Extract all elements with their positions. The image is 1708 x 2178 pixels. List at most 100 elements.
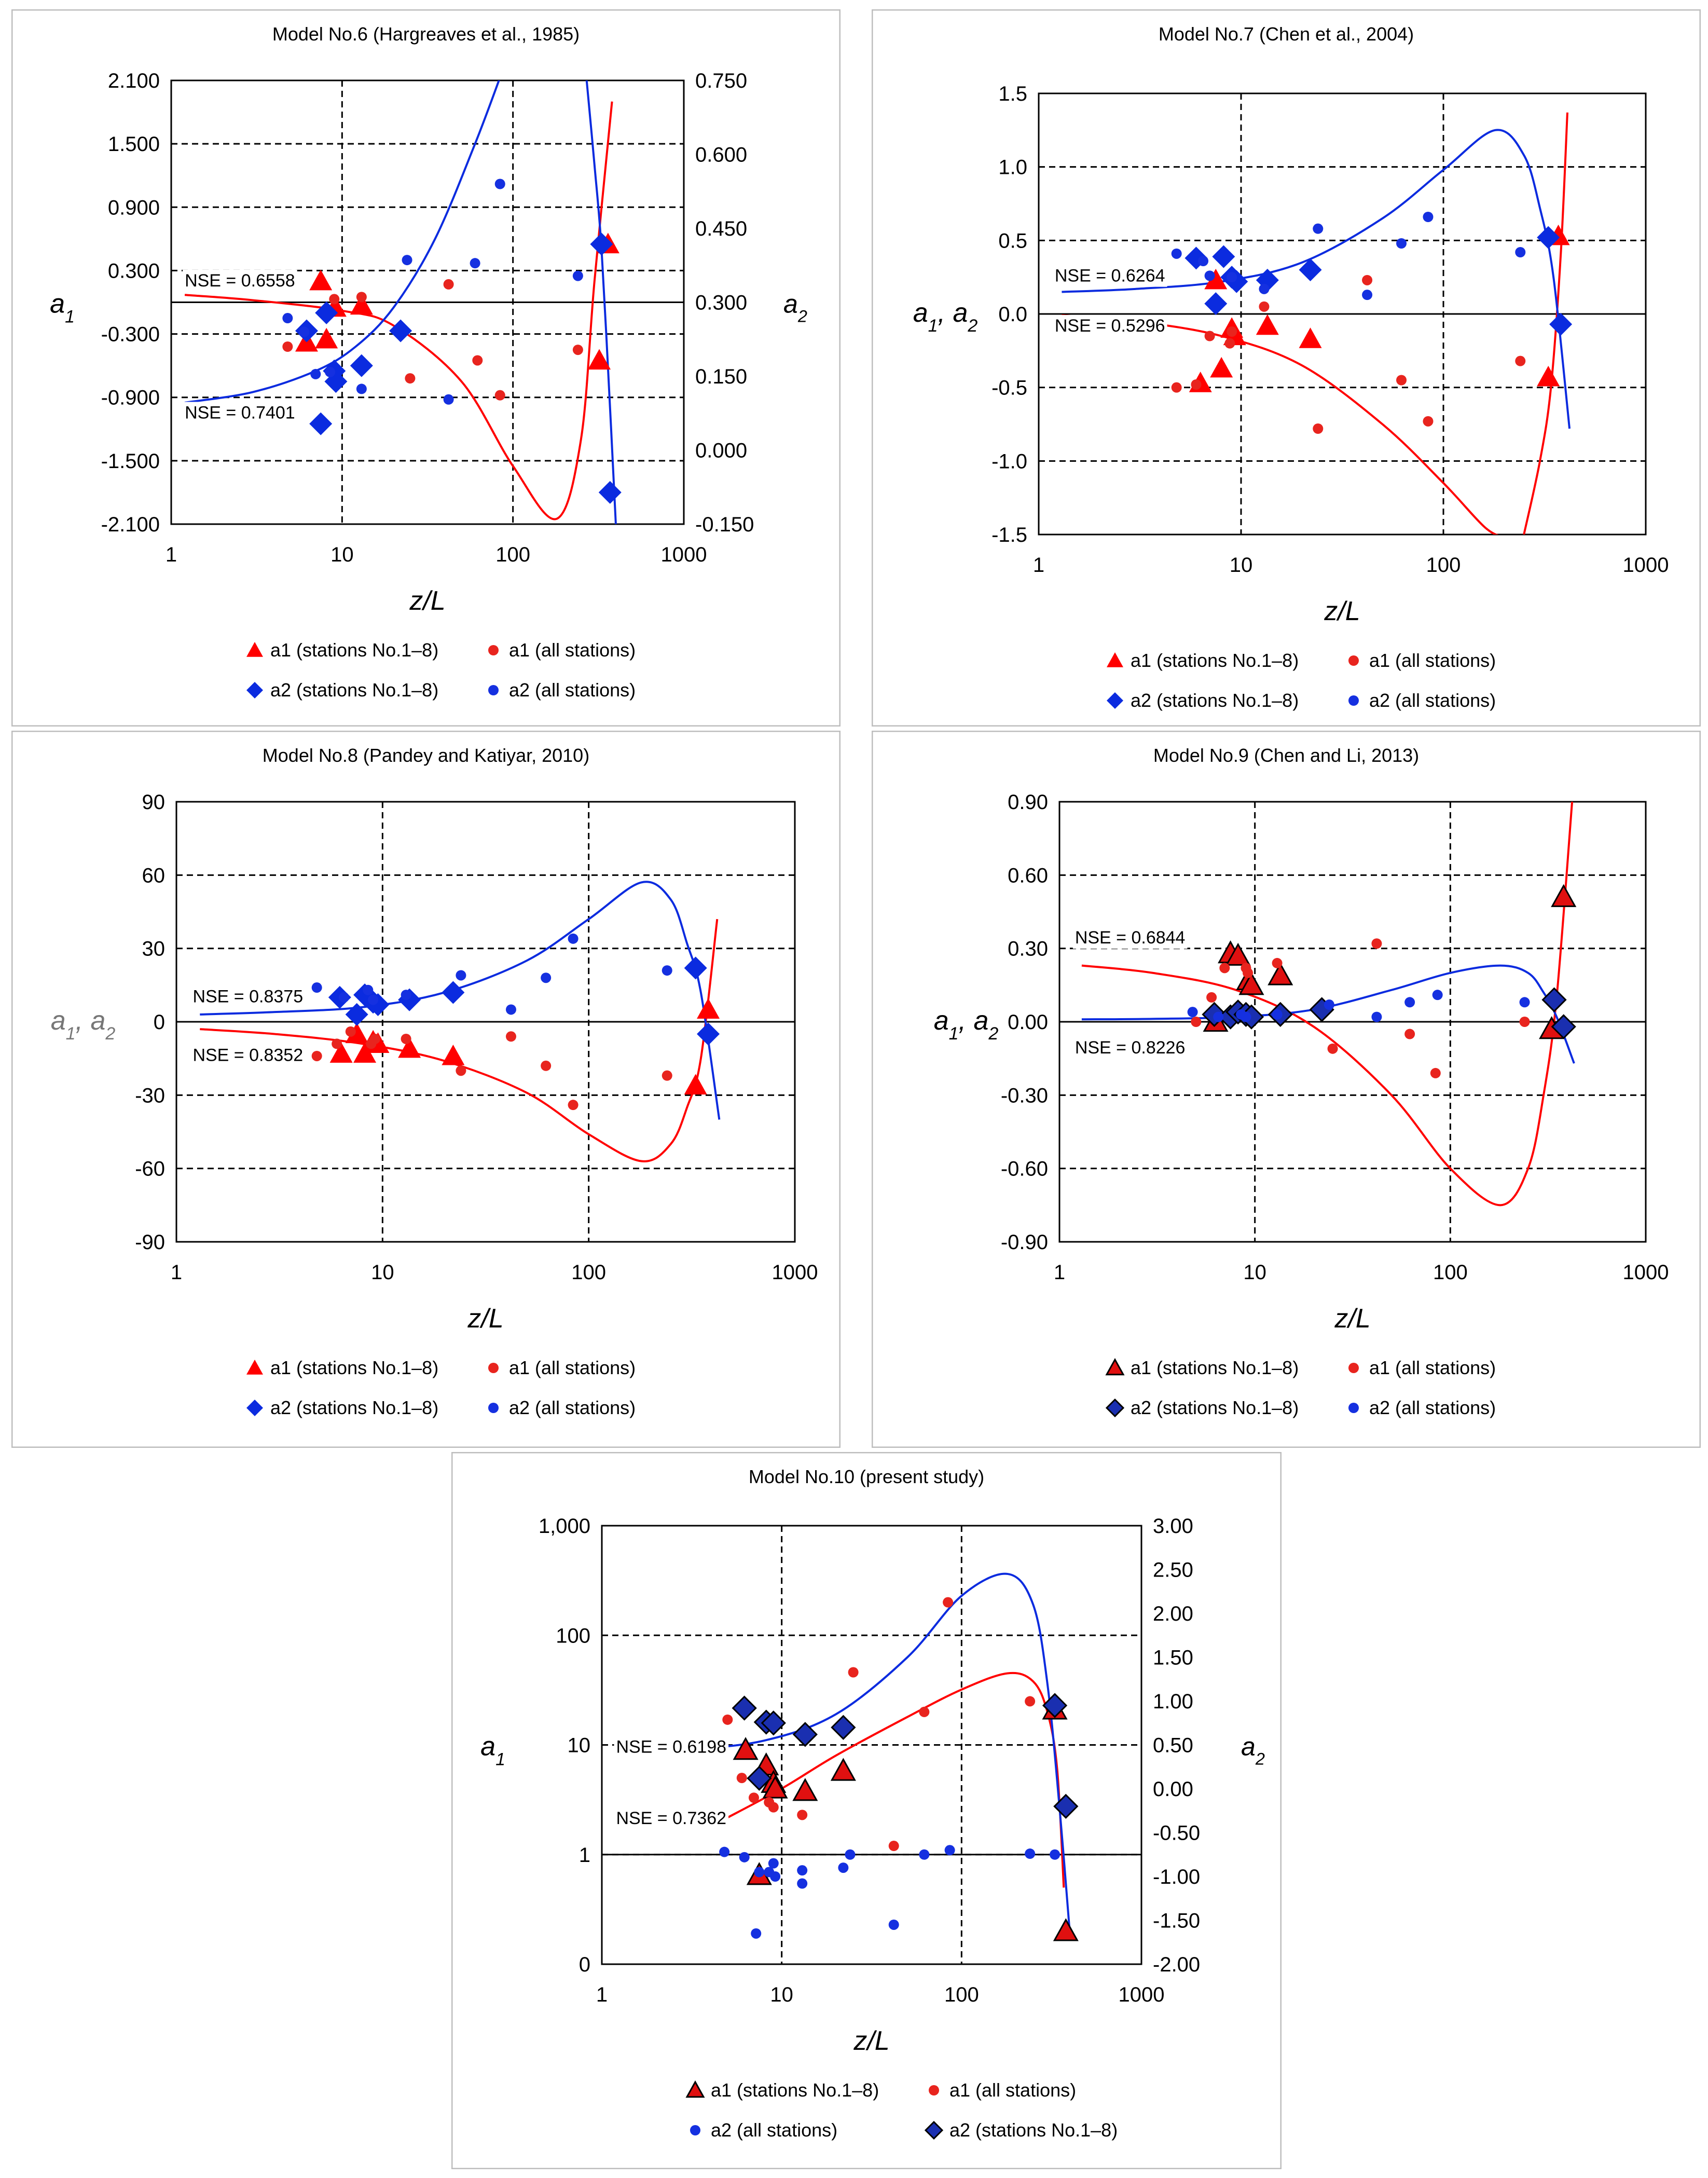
data-point-triangle <box>329 1042 353 1063</box>
data-point-dot <box>568 1100 578 1111</box>
nse-label: NSE = 0.8352 <box>192 1045 303 1065</box>
legend-label: a1 (all stations) <box>509 1357 636 1378</box>
legend-marker <box>690 2125 700 2135</box>
data-point-dot <box>1025 1848 1036 1859</box>
data-point-dot <box>541 1060 552 1071</box>
y-axis-label: a1, a2 <box>913 298 978 336</box>
fit-curve <box>184 80 500 404</box>
y-tick-label: 0.900 <box>108 196 160 219</box>
data-point-diamond <box>350 354 373 377</box>
legend-marker <box>488 645 499 655</box>
data-point-triangle <box>353 1042 377 1063</box>
data-point-dot <box>1430 1067 1441 1078</box>
nse-label-bg <box>190 1044 306 1066</box>
data-point-dot <box>332 1038 342 1049</box>
x-tick-label: 1 <box>1033 554 1044 577</box>
data-point-diamond <box>1212 245 1235 268</box>
y-tick-label: 0.300 <box>108 259 160 282</box>
data-point-dot <box>282 313 293 324</box>
data-point-diamond <box>761 1710 786 1736</box>
y-axis-label-left: a1 <box>50 289 75 327</box>
x-tick-label: 1 <box>171 1261 182 1284</box>
data-point-diamond <box>1537 226 1560 249</box>
data-point-dot <box>1362 275 1373 285</box>
data-point-dot <box>1227 272 1237 283</box>
data-point-diamond <box>747 1765 772 1791</box>
data-point-dot <box>722 1714 733 1725</box>
data-point-diamond <box>684 956 707 980</box>
x-tick-label: 10 <box>371 1261 394 1284</box>
legend-label: a1 (all stations) <box>949 2079 1076 2101</box>
y-right-tick-label: 0.150 <box>695 365 747 388</box>
y-tick-label: 0 <box>154 1011 165 1034</box>
data-point-dot <box>888 1919 899 1930</box>
data-point-diamond <box>732 1695 757 1721</box>
data-point-dot <box>356 383 367 394</box>
data-point-dot <box>345 1026 356 1037</box>
chart-svg: Model No.9 (Chen and Li, 2013) 0.90 0.60 0.… <box>871 730 1701 1448</box>
data-point-dot <box>1423 416 1434 427</box>
x-tick-label: 1000 <box>772 1261 818 1284</box>
data-point-triangle <box>1268 962 1293 985</box>
chart-title: Model No.8 (Pandey and Katiyar, 2010) <box>263 745 589 766</box>
y-tick-label: 0.0 <box>998 303 1027 326</box>
y-axis-label-right: a2 <box>783 290 807 326</box>
data-point-dot <box>797 1810 808 1820</box>
chart-panel-model-7: Model No.7 (Chen et al., 2004) 1.5 1.0 0.5 0… <box>871 9 1701 727</box>
legend-marker <box>929 2085 939 2095</box>
data-point-dot <box>1198 256 1209 266</box>
fit-curve <box>1062 129 1571 429</box>
y-tick-label: 0.5 <box>998 229 1027 252</box>
data-point-dot <box>1515 247 1526 257</box>
y-right-tick-label: -0.150 <box>695 513 754 536</box>
y-axis-label-left: a1 <box>480 1732 505 1770</box>
y-tick-label: 1.500 <box>108 133 160 156</box>
data-point-triangle <box>1210 357 1233 378</box>
data-point-dot <box>572 345 583 355</box>
data-point-dot <box>1259 283 1270 294</box>
data-point-dot <box>1050 1849 1060 1860</box>
chart-svg: Model No.7 (Chen et al., 2004) 1.5 1.0 0.5 0… <box>871 9 1701 727</box>
y-tick-label: 30 <box>142 938 166 961</box>
y-tick-label: 0.60 <box>1008 864 1048 887</box>
nse-label-bg <box>614 1736 729 1758</box>
data-point-dot <box>1206 992 1217 1003</box>
legend-marker <box>488 685 499 695</box>
data-point-diamond <box>442 981 465 1004</box>
data-point-dot <box>329 294 340 305</box>
x-tick-label: 100 <box>1426 554 1461 577</box>
data-point-dot <box>1219 963 1230 974</box>
data-point-triangle <box>350 294 373 315</box>
data-point-dot <box>1259 301 1270 312</box>
data-point-triangle <box>830 1758 856 1781</box>
chart-panel-model-9: Model No.9 (Chen and Li, 2013) 0.90 0.60 0.… <box>871 730 1701 1448</box>
data-point-dot <box>456 1065 466 1076</box>
legend-marker <box>1348 1363 1359 1373</box>
data-point-dot <box>1519 997 1530 1008</box>
data-point-dot <box>797 1865 808 1876</box>
legend-label: a2 (stations No.1–8) <box>270 1397 438 1418</box>
y-right-tick-label: 0.600 <box>695 144 747 167</box>
data-point-diamond <box>1042 1693 1068 1718</box>
y-tick-label: -90 <box>135 1231 165 1254</box>
data-point-triangle <box>762 1775 788 1799</box>
x-axis-label: z/L <box>1324 596 1360 626</box>
data-point-dot <box>310 368 321 379</box>
data-point-dot <box>1171 248 1182 259</box>
y-tick-label: 1.0 <box>998 156 1027 179</box>
x-tick-label: 10 <box>770 1983 793 2006</box>
data-point-dot <box>1243 967 1254 978</box>
data-point-triangle <box>1299 327 1322 348</box>
data-point-triangle <box>345 1022 368 1044</box>
data-point-dot <box>363 984 374 995</box>
data-point-dot <box>401 990 411 1001</box>
chart-svg: Model No.6 (Hargreaves et al., 1985) 2.10… <box>11 9 841 727</box>
data-point-dot <box>739 1852 750 1862</box>
x-tick-label: 100 <box>944 1983 979 2006</box>
y-tick-label: 100 <box>556 1624 590 1647</box>
chart-svg: Model No.8 (Pandey and Katiyar, 2010) 90 6… <box>11 730 841 1448</box>
data-point-dot <box>944 1845 955 1856</box>
data-point-dot <box>299 326 310 337</box>
legend-label: a1 (all stations) <box>1369 650 1496 671</box>
data-point-dot <box>338 992 349 1003</box>
